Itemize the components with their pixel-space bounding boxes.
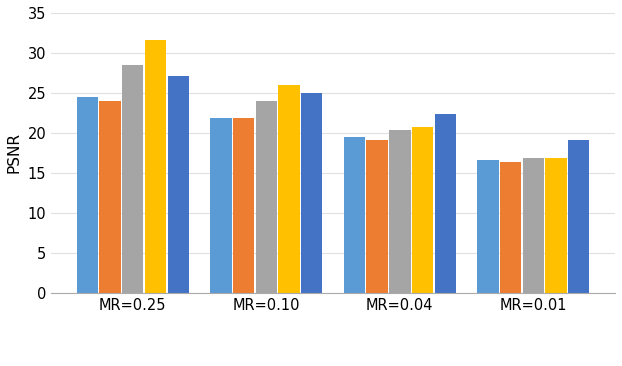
- Bar: [477, 160, 499, 293]
- Bar: [278, 85, 300, 293]
- Bar: [389, 131, 411, 293]
- Bar: [545, 158, 567, 293]
- Y-axis label: PSNR: PSNR: [7, 132, 22, 173]
- Bar: [344, 137, 365, 293]
- Bar: [435, 114, 456, 293]
- Bar: [568, 140, 590, 293]
- Legend: SDA, Reconnet, DR2-Net, ISTA-Net, Ours: SDA, Reconnet, DR2-Net, ISTA-Net, Ours: [144, 361, 522, 366]
- Bar: [412, 127, 433, 293]
- Bar: [500, 163, 521, 293]
- Bar: [256, 101, 277, 293]
- Bar: [301, 93, 322, 293]
- Bar: [145, 40, 166, 293]
- Bar: [366, 140, 388, 293]
- Bar: [77, 97, 98, 293]
- Bar: [233, 119, 254, 293]
- Bar: [122, 65, 144, 293]
- Bar: [100, 101, 121, 293]
- Bar: [167, 76, 189, 293]
- Bar: [522, 158, 544, 293]
- Bar: [210, 118, 231, 293]
